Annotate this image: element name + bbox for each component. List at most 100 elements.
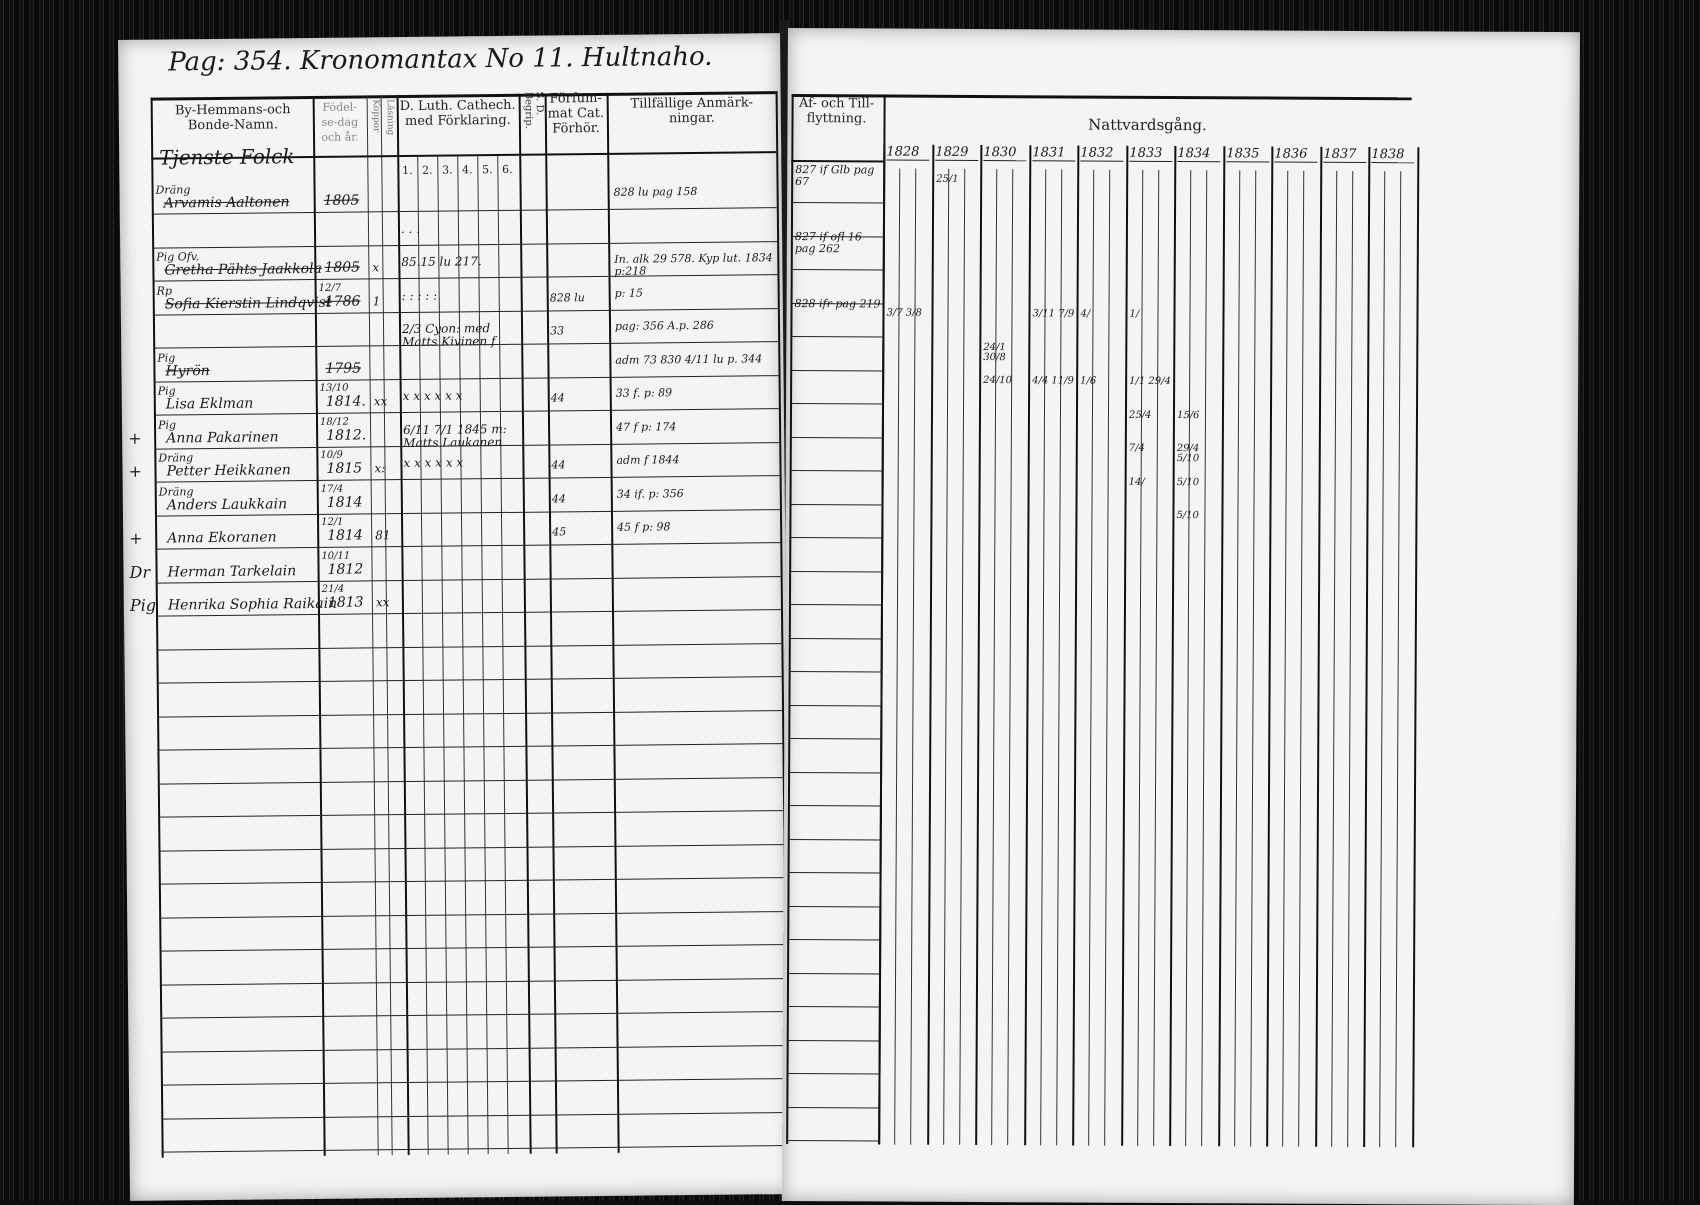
row-rule	[787, 839, 882, 841]
row-rule	[791, 202, 886, 204]
row-rule	[790, 269, 885, 271]
row-rule	[787, 939, 882, 941]
remark-entry: pag: 356 A.p. 286	[614, 318, 714, 333]
col-header-small-1: Koppor	[370, 99, 381, 133]
year-header: 1835	[1226, 146, 1270, 163]
row-rule	[157, 710, 783, 718]
row-rule	[788, 705, 883, 707]
row-rule	[788, 738, 883, 740]
catechism-marks: 6/11 7/1 1845 m: Matts Laukanen	[403, 421, 507, 451]
remark-entry: 47 f p: 174	[616, 420, 677, 434]
year-subcolumn-rule	[1395, 171, 1402, 1148]
year-column-rule	[1266, 146, 1274, 1147]
remark-entry: 45 f p: 98	[617, 520, 671, 534]
birth-day: 17/4	[320, 483, 344, 495]
row-rule	[159, 978, 785, 986]
row-rule	[786, 1140, 881, 1142]
person-name: Hyrön	[165, 363, 210, 380]
birth-year: 1805	[323, 192, 360, 209]
row-rule	[787, 906, 882, 908]
year-header: 1836	[1274, 146, 1318, 163]
year-column-rule	[1072, 145, 1080, 1146]
row-rule	[160, 1078, 786, 1086]
catechism-marks: x x x x x x	[403, 455, 464, 471]
person-name: Lisa Eklman	[165, 395, 254, 413]
moving-entry: 827 if ofl 16 pag 262	[794, 230, 862, 256]
year-header: 1830	[983, 145, 1027, 162]
remark-entry: adm f 1844	[616, 453, 680, 467]
margin-mark: +	[128, 428, 142, 448]
birth-year: 1814	[327, 527, 363, 544]
birth-day: 12/1	[321, 516, 344, 528]
row-rule	[790, 370, 885, 372]
year-column-rule	[1169, 146, 1177, 1147]
col-header-forfum: Förfum-mat Cat. Förhör.	[547, 90, 605, 137]
person-name: Herman Tarkelain	[167, 563, 297, 581]
row-rule	[159, 944, 785, 952]
birth-year: 1814	[326, 494, 363, 511]
right-page: Af- och Till-flyttning. Nattvardsgång. 1…	[781, 28, 1580, 1205]
person-name: Petter Heikkanen	[166, 462, 291, 480]
year-subcolumn-rule	[1298, 170, 1305, 1147]
communion-mark: 1/1 29/4	[1129, 375, 1171, 388]
birth-day: 13/10	[319, 382, 349, 394]
forfum-entry: 45	[552, 525, 567, 539]
communion-mark: 25/1	[936, 173, 959, 185]
row-rule	[787, 973, 882, 975]
year-column-rule	[1218, 146, 1226, 1147]
row-rule	[161, 1112, 787, 1120]
year-header: 1833	[1129, 145, 1173, 163]
remark-entry: adm 73 830 4/11 lu p. 344	[615, 352, 763, 367]
birth-day: 18/12	[319, 416, 349, 428]
year-subcolumn-rule	[1379, 171, 1386, 1148]
communion-mark: 14/	[1128, 476, 1145, 488]
row-rule	[787, 872, 882, 874]
year-header: 1837	[1323, 146, 1367, 164]
margin-mark: +	[128, 461, 143, 481]
catechism-marks: 2/3 Cyon: med Matts Kivinen f	[401, 321, 496, 350]
reading-marks: x	[372, 260, 380, 275]
communion-mark: 24/10	[983, 375, 1013, 387]
remark-entry: In. alk 29 578. Kyp lut. 1834 p:218	[614, 251, 773, 278]
remark-entry: 33 f. p: 89	[615, 386, 673, 400]
birth-year: 1805	[324, 259, 361, 276]
year-header: 1832	[1080, 145, 1124, 162]
row-rule	[158, 844, 784, 852]
col-header-moving: Af- och Till-flyttning.	[798, 96, 875, 127]
remark-entry: 34 if. p: 356	[616, 487, 684, 501]
row-rule	[160, 1045, 786, 1053]
register-row: Pig Henrika Sophia Raikain 21/4 1813 xx	[124, 583, 786, 625]
row-rule	[158, 877, 784, 885]
communion-mark: 29/4 5/10	[1176, 443, 1200, 465]
row-rule	[787, 805, 882, 807]
year-header: 1834	[1177, 146, 1221, 163]
communion-mark: 5/10	[1176, 477, 1200, 489]
year-column-rule	[1315, 146, 1323, 1147]
row-rule	[790, 336, 885, 338]
year-column-rule	[878, 144, 886, 1145]
birth-day: 21/4	[321, 583, 345, 595]
catechism-marks: . . .	[400, 221, 421, 237]
year-subcolumn-rule	[1201, 170, 1208, 1147]
communion-mark: 7/4	[1128, 442, 1145, 454]
catechism-subheader: 6.	[502, 162, 513, 176]
communion-mark: 3/11 7/9	[1032, 308, 1075, 320]
reading-marks: 1	[372, 294, 381, 309]
birth-day: 12/7	[318, 282, 342, 294]
communion-mark: 3/7 3/8	[886, 307, 922, 319]
forfum-entry: 33	[550, 324, 565, 338]
row-rule	[786, 1040, 881, 1042]
communion-mark: 15/6	[1176, 410, 1200, 422]
year-subcolumn-rule	[1185, 170, 1192, 1147]
row-rule	[788, 772, 883, 774]
person-name: Anders Laukkain	[166, 496, 288, 514]
person-name: Henrika Sophia Raikain	[167, 595, 338, 614]
communion-mark: 4/	[1080, 308, 1091, 320]
row-rule	[786, 1006, 881, 1008]
year-header: 1829	[935, 144, 979, 161]
row-rule	[789, 437, 884, 439]
margin-mark: Pig	[129, 595, 157, 615]
page-heading: Pag: 354. Kronomantax No 11. Hultnaho.	[168, 41, 713, 78]
year-column-rule	[1024, 145, 1032, 1146]
year-header: 1838	[1371, 147, 1415, 164]
